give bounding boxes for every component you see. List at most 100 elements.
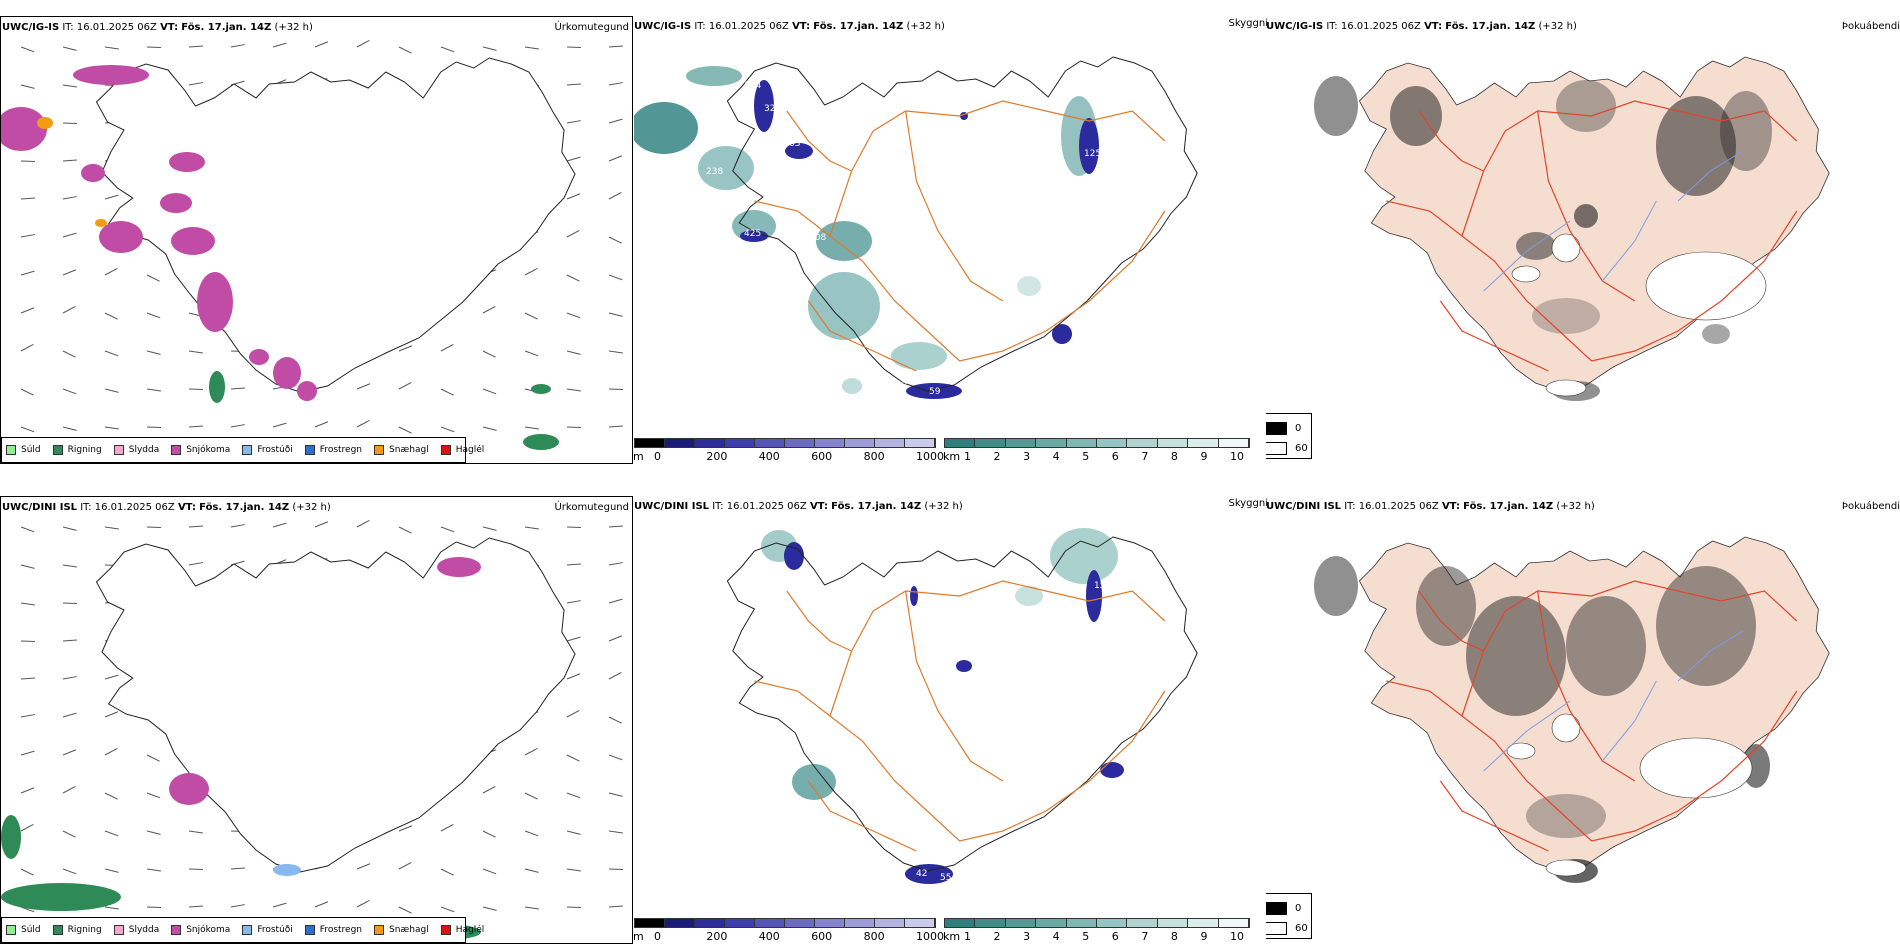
ceiling_scale-unit: m (634, 930, 644, 943)
color-step (1127, 919, 1158, 927)
legend-item: Haglél (440, 925, 485, 935)
legend-swatch (440, 925, 451, 935)
ceiling_scale-tick-label: 200 (706, 930, 728, 943)
visibility-colorbar-1: km 1 2 3 4 5 6 7 8 9 10 (943, 438, 1250, 464)
wind-barb (20, 714, 35, 718)
vt-label: VT: (160, 22, 179, 33)
legend-swatch (113, 925, 124, 935)
lead-time: (+32 h) (292, 502, 331, 513)
color-step (1036, 919, 1067, 927)
road-network (754, 100, 1166, 372)
header-1-mid: UWC/IG-IS IT: 16.01.2025 06Z VT: Fös. 17… (634, 21, 945, 33)
wind-barb (272, 522, 287, 528)
vt-value: Fös. 17.jan. 14Z (199, 502, 290, 513)
legend-label: Haglél (455, 925, 485, 935)
vis_scale-tick-label: 8 (1170, 930, 1178, 943)
model-name: UWC/IG-IS (634, 21, 692, 32)
wind-barb (482, 785, 496, 794)
road-network (754, 580, 1166, 852)
wind-barb (482, 46, 497, 51)
wind-barb (20, 46, 35, 53)
header-1b: UWC/IG-IS IT: 16.01.2025 06Z VT: Fös. 17… (1266, 21, 1577, 33)
wind-barb (62, 159, 78, 162)
ceiling_scale-tick-label: 400 (758, 930, 780, 943)
color-step (905, 439, 935, 447)
wind-barb (398, 426, 412, 434)
glaciers (1511, 233, 1767, 397)
legend-item: Frostregn (304, 445, 362, 455)
wind-barb (104, 350, 119, 357)
road-network (1386, 100, 1798, 372)
wind-barb (524, 312, 538, 320)
wind-barb (398, 46, 412, 54)
legend-item: Snæhagl (374, 445, 429, 455)
it-label: IT: (694, 21, 706, 32)
wind-barb (104, 906, 119, 910)
wind-barb (608, 525, 624, 528)
legend-swatch (440, 445, 451, 455)
rain-areas (209, 371, 559, 450)
wind-barb (440, 388, 454, 396)
legend-item: Snjókoma (171, 925, 230, 935)
precip-legend-2: Súld Rigning Slydda Snjókoma Frostúði Frostre… (1, 917, 484, 943)
cloud-panel-2: UWC/DINI ISL IT: 16.01.2025 06Z VT: Fös.… (1266, 496, 1900, 944)
precip-type-panel-2: UWC/DINI ISL IT: 16.01.2025 06Z VT: Fös.… (0, 496, 633, 944)
wind-barb (524, 46, 539, 50)
wind-barb (104, 426, 119, 430)
wind-barb (608, 425, 624, 428)
wind-barb (188, 525, 204, 528)
color-step (785, 919, 815, 927)
wind-barb (398, 381, 412, 390)
wind-barb (62, 785, 76, 794)
wind-barb (566, 312, 581, 319)
ceiling-blobs (784, 542, 1124, 884)
vis_scale-tick-label: 2 (993, 450, 1001, 463)
wind-barb (62, 350, 76, 358)
wind-barb (608, 118, 623, 124)
wind-barb (524, 267, 538, 276)
legend-swatch (242, 925, 253, 935)
legend-item: Frostúði (242, 925, 293, 935)
wind-barb (104, 312, 118, 320)
vis_scale-tick-label: 4 (1052, 450, 1060, 463)
legend-label: Slydda (128, 445, 160, 455)
wind-barb (566, 388, 581, 392)
panel-label-cloud-2: Þokuábendi (1841, 501, 1900, 512)
legend-item: Frostúði (242, 445, 293, 455)
map-value-label: 51 (724, 229, 735, 239)
wind-barb (20, 823, 34, 832)
color-step (1218, 439, 1250, 447)
wind-barb (608, 598, 623, 604)
color-step (975, 439, 1006, 447)
legend-swatch (374, 445, 385, 455)
wind-barb (104, 46, 119, 50)
wind-barb (104, 711, 119, 718)
wind-barb (62, 526, 77, 531)
wind-barb (20, 388, 34, 396)
wind-barb (104, 388, 119, 393)
wind-barb (356, 39, 370, 48)
wind-barb (440, 906, 455, 913)
vis_scale-tick-label: 3 (1023, 930, 1031, 943)
vis_scale-tick-label: 5 (1082, 930, 1090, 943)
snow-areas (1, 65, 317, 401)
wind-barb (146, 868, 161, 872)
lead-time: (+32 h) (924, 501, 963, 512)
wind-barb (314, 521, 329, 528)
lead-time: (+32 h) (274, 22, 313, 33)
sky-value: 60 (1295, 443, 1308, 454)
color-step (845, 919, 875, 927)
wind-barb (524, 830, 539, 837)
legend-item: Súld (6, 925, 41, 935)
vis_scale-color-bar (944, 918, 1250, 928)
legend-label: Súld (21, 925, 41, 935)
wind-barb (146, 312, 161, 319)
wind-barb (356, 863, 371, 870)
wind-barb (524, 350, 539, 357)
wind-barb (62, 232, 77, 238)
color-step (815, 919, 845, 927)
vt-label: VT: (809, 501, 828, 512)
wind-barb (62, 676, 77, 680)
wind-barb (440, 868, 454, 876)
ceiling_scale-tick-label: 1000 (916, 450, 944, 463)
